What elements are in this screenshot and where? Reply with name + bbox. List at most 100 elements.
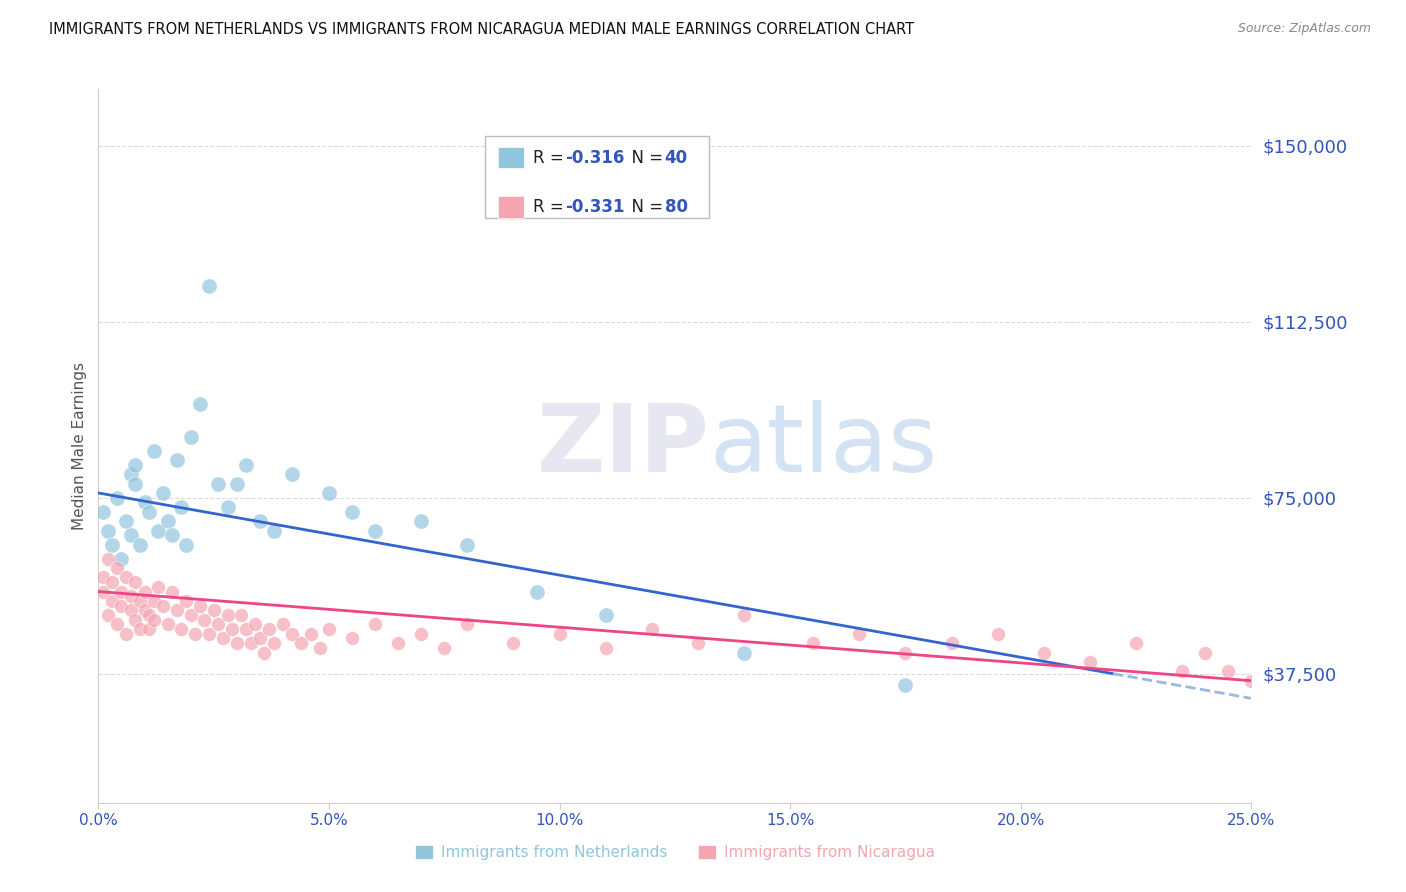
Point [231, 607, 253, 622]
Point [411, 514, 433, 528]
Point [526, 584, 548, 599]
Point [138, 505, 160, 519]
Point [101, 594, 124, 608]
Point [595, 607, 617, 622]
Point [411, 627, 433, 641]
Point [170, 500, 193, 514]
Text: IMMIGRANTS FROM NETHERLANDS VS IMMIGRANTS FROM NICARAGUA MEDIAN MALE EARNINGS CO: IMMIGRANTS FROM NETHERLANDS VS IMMIGRANT… [49, 22, 914, 37]
Point [105, 491, 128, 505]
Point [110, 599, 132, 613]
Point [142, 613, 165, 627]
Point [134, 603, 156, 617]
Point [249, 514, 271, 528]
Point [281, 467, 304, 482]
Point [120, 603, 142, 617]
Point [894, 678, 917, 692]
Point [245, 617, 267, 632]
Point [180, 429, 202, 443]
Point [120, 467, 142, 482]
Point [110, 584, 132, 599]
Point [257, 622, 280, 636]
Point [156, 617, 179, 632]
Text: N =: N = [620, 149, 668, 167]
Point [101, 575, 124, 590]
Point [134, 584, 156, 599]
Point [595, 640, 617, 655]
Point [142, 594, 165, 608]
Point [733, 646, 755, 660]
Point [202, 603, 225, 617]
Point [641, 622, 664, 636]
Point [1218, 665, 1240, 679]
Point [221, 622, 243, 636]
Text: 40: 40 [665, 149, 688, 167]
Point [271, 617, 294, 632]
Point [142, 443, 165, 458]
Point [124, 458, 146, 472]
Text: atlas: atlas [710, 400, 938, 492]
Point [152, 599, 174, 613]
Point [1078, 655, 1101, 669]
Text: R =: R = [533, 198, 569, 216]
Point [91, 505, 114, 519]
Text: -0.331: -0.331 [565, 198, 624, 216]
FancyBboxPatch shape [485, 136, 710, 218]
Legend: Immigrants from Netherlands, Immigrants from Nicaragua: Immigrants from Netherlands, Immigrants … [409, 839, 941, 866]
Point [340, 632, 363, 646]
Point [115, 570, 138, 584]
Point [129, 622, 152, 636]
Point [1125, 636, 1147, 650]
Point [299, 627, 322, 641]
Point [235, 622, 257, 636]
Point [318, 486, 340, 500]
Point [129, 594, 152, 608]
Point [129, 538, 152, 552]
Point [174, 594, 197, 608]
Point [340, 505, 363, 519]
Point [212, 632, 235, 646]
Point [217, 500, 239, 514]
Point [148, 580, 170, 594]
Point [387, 636, 409, 650]
Point [249, 632, 271, 646]
Point [134, 495, 156, 509]
Point [174, 538, 197, 552]
Point [941, 636, 963, 650]
Point [138, 622, 160, 636]
Point [433, 640, 456, 655]
Point [124, 613, 146, 627]
Point [235, 458, 257, 472]
Point [548, 627, 571, 641]
Text: ZIP: ZIP [537, 400, 710, 492]
Point [97, 524, 120, 538]
Point [686, 636, 709, 650]
Point [456, 538, 478, 552]
Point [180, 607, 202, 622]
Point [217, 607, 239, 622]
Point [148, 524, 170, 538]
Text: Source: ZipAtlas.com: Source: ZipAtlas.com [1237, 22, 1371, 36]
Point [1171, 665, 1194, 679]
Point [456, 617, 478, 632]
Point [115, 627, 138, 641]
Point [733, 607, 755, 622]
Point [138, 607, 160, 622]
Point [502, 636, 524, 650]
Point [166, 603, 188, 617]
Point [364, 524, 387, 538]
Point [166, 453, 188, 467]
Point [91, 584, 114, 599]
Point [170, 622, 193, 636]
Point [1032, 646, 1054, 660]
Point [193, 613, 215, 627]
Point [105, 617, 128, 632]
Point [156, 514, 179, 528]
Point [281, 627, 304, 641]
Y-axis label: Median Male Earnings: Median Male Earnings [72, 362, 87, 530]
Point [188, 599, 211, 613]
Point [97, 551, 120, 566]
Point [152, 486, 174, 500]
Point [239, 636, 262, 650]
Point [120, 589, 142, 603]
Text: -0.316: -0.316 [565, 149, 624, 167]
